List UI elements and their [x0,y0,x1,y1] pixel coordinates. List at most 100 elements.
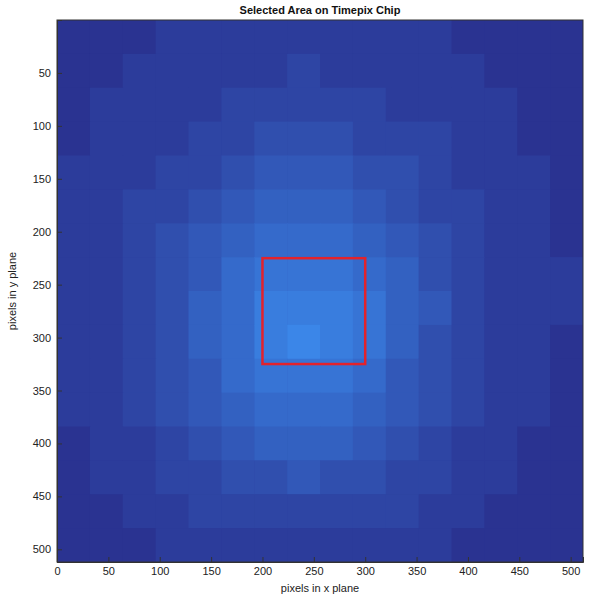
heatmap-cell [57,528,90,562]
tick: 450 [33,490,62,502]
tick-mark [314,557,315,562]
heatmap-cell [189,257,222,291]
heatmap-cell [550,460,583,494]
heatmap-cell [57,189,90,223]
tick-mark [519,557,520,562]
heatmap-cell [57,156,90,190]
heatmap-cell [254,291,287,325]
heatmap-cell [287,223,320,257]
heatmap-cell [452,393,485,427]
tick: 350 [33,385,62,397]
heatmap-cell [189,393,222,427]
heatmap-cell [90,359,123,393]
heatmap-cell [419,88,452,122]
tick-label: 100 [151,565,169,577]
heatmap-cell [320,189,353,223]
heatmap-cell [189,54,222,88]
heatmap-cell [156,20,189,54]
heatmap-cell [517,20,550,54]
heatmap-cell [221,427,254,461]
heatmap-cell [123,88,156,122]
heatmap-cell [254,54,287,88]
heatmap-cell [484,257,517,291]
heatmap-cell [221,257,254,291]
heatmap-cell [156,88,189,122]
heatmap-cell [353,291,386,325]
heatmap-cell [353,20,386,54]
heatmap-cell [550,223,583,257]
tick: 100 [151,557,169,577]
heatmap-cell [517,460,550,494]
heatmap-cell [57,460,90,494]
heatmap-cell [419,223,452,257]
tick-mark [57,338,62,339]
heatmap-cell [123,393,156,427]
heatmap-cell [156,427,189,461]
heatmap-cell [517,393,550,427]
heatmap-cell [221,291,254,325]
tick: 300 [33,332,62,344]
heatmap-cell [156,494,189,528]
heatmap-cell [221,393,254,427]
heatmap-cell [452,156,485,190]
heatmap-cell [452,325,485,359]
heatmap-cell [386,223,419,257]
heatmap-cell [57,325,90,359]
heatmap-cell [221,460,254,494]
heatmap-cell [123,223,156,257]
heatmap-cell [353,325,386,359]
heatmap-cell [221,20,254,54]
heatmap-cell [550,291,583,325]
heatmap-cell [156,528,189,562]
heatmap-cell [189,528,222,562]
heatmap-cell [550,393,583,427]
tick: 400 [33,437,62,449]
tick-label: 0 [54,565,60,577]
heatmap-cell [57,427,90,461]
heatmap-cell [484,189,517,223]
heatmap-cell [123,20,156,54]
heatmap-cell [189,156,222,190]
heatmap-cell [254,393,287,427]
heatmap-cell [90,393,123,427]
heatmap-cell [386,257,419,291]
heatmap-cell [484,393,517,427]
heatmap-cell [90,189,123,223]
heatmap-cell [123,528,156,562]
heatmap-cell [221,223,254,257]
heatmap-cell [419,325,452,359]
heatmap-cell [189,88,222,122]
plot-area [57,20,583,562]
heatmap-cell [90,88,123,122]
heatmap-cell [254,223,287,257]
heatmap-cell [287,189,320,223]
heatmap-cell [320,494,353,528]
heatmap-cell [287,325,320,359]
tick: 200 [33,226,62,238]
tick-mark [57,391,62,392]
heatmap-cell [517,223,550,257]
heatmap-cell [550,88,583,122]
heatmap-cell [484,291,517,325]
heatmap-cell [90,325,123,359]
heatmap-cell [90,427,123,461]
heatmap-cell [90,54,123,88]
heatmap-cell [353,189,386,223]
heatmap-cell [452,460,485,494]
heatmap-cell [123,189,156,223]
tick: 500 [562,557,580,577]
heatmap-cell [221,528,254,562]
heatmap-cell [386,325,419,359]
heatmap-cell [189,189,222,223]
heatmap-cell [254,257,287,291]
heatmap-cell [353,528,386,562]
heatmap-cell [189,291,222,325]
heatmap-cell [452,359,485,393]
tick-label: 450 [511,565,529,577]
heatmap-cell [353,460,386,494]
tick-mark [57,73,62,74]
heatmap-cell [484,460,517,494]
tick: 500 [33,543,62,555]
heatmap-cell [57,257,90,291]
heatmap-cell [419,257,452,291]
